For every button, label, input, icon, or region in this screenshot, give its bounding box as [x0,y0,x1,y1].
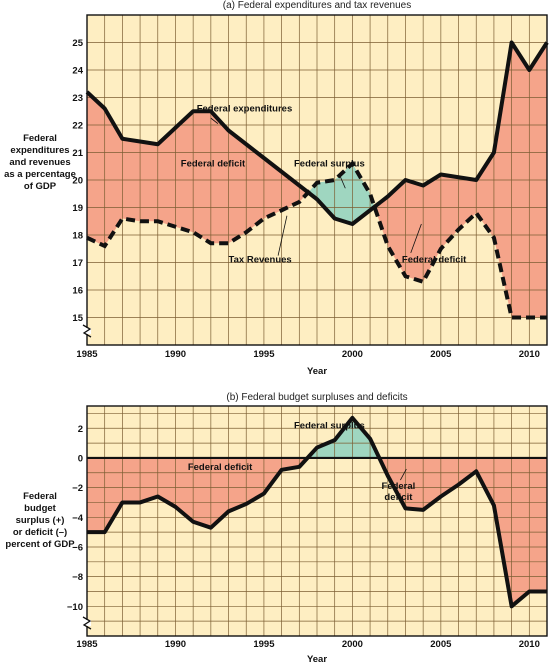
panel-a-annotation-pointer-revenues [277,215,288,256]
panel-a-annotation-label: Federal deficit [181,158,246,169]
panel-b-x-tick-label: 1985 [76,639,98,650]
panel-b-x-tick-label: 2005 [430,639,452,650]
panel-a-series-line-tax-revenues [86,160,547,320]
panel-b-annotation-label: Federal surplus [294,420,365,431]
panel-a-y-axis-label-line: as a percentage [4,169,76,180]
panel-a-x-tick-label: 1985 [76,349,98,360]
panel-a-y-tick-label: 24 [72,66,83,77]
panel-b-y-tick-label: −8 [72,572,83,583]
panel-b-series-line-federal-budget-surplus-or-deficit [87,415,547,609]
panel-b-surplus-area-1 [307,417,380,458]
panel-b-title: (b) Federal budget surpluses and deficit… [226,392,407,403]
panel-a-y-axis-label-line: Federal [23,133,57,144]
panel-a-y-tick-label: 19 [72,203,83,214]
panel-b-plot-border [86,405,548,637]
panel-b-x-tick-label: 1990 [165,639,186,650]
panel-a-x-tick-label: 2005 [430,349,452,360]
panel-b-y-tick-label: 2 [78,424,83,435]
panel-a-y-tick-label: 15 [72,313,83,324]
panel-b-annotation-pointer [400,468,407,481]
panel-a-y-tick-label: 22 [72,121,83,132]
panel-a-y-axis-label-line: of GDP [24,181,57,192]
panel-a-surplus-area-1 [308,163,375,224]
panel-a-annotation-pointer-deficit [410,223,422,254]
panel-b-y-tick-label: −4 [72,513,84,524]
panel-b-annotation-label: Federal [381,481,415,492]
panel-a-y-tick-label: 18 [72,231,83,242]
panel-a-annotation-pointer-surplus [339,175,346,189]
panel-a-y-axis-label-line: and revenues [9,157,70,168]
panel-b-y-tick-label: −6 [72,542,83,553]
panel-b-y-axis-label-line: Federal [23,491,57,502]
panel-b-annotation-label: deficit [384,492,413,503]
panel-b-y-tick-label: −2 [72,483,83,494]
panel-a-title: (a) Federal expenditures and tax revenue… [223,0,411,11]
panel-a-y-tick-label: 20 [72,176,83,187]
panel-b-deficit-area-0 [87,457,308,533]
panel-a-axis-break-icon [82,324,92,338]
panel-a-x-tick-label: 2010 [519,349,540,360]
panel-b-x-tick-label: 2010 [519,639,540,650]
panel-a-annotation-pointer-expenditures [210,117,219,124]
panel-b-y-tick-label: 0 [78,453,83,464]
panel-a-y-axis-label-line: expenditures [10,145,69,156]
panel-a-x-tick-label: 2000 [342,349,363,360]
panel-b-annotation-label: Federal deficit [188,462,253,473]
panel-a-x-axis-label: Year [307,366,327,377]
panel-b-y-axis-label-line: budget [24,503,56,514]
panel-b-y-tick-label: −10 [67,602,83,613]
panel-a-x-tick-label: 1995 [253,349,275,360]
panel-b-y-axis-label-line: or deficit (–) [13,527,67,538]
panel-a-annotation-label: Tax Revenues [229,255,292,266]
panel-a-x-tick-label: 1990 [165,349,186,360]
panel-a-y-tick-label: 25 [72,38,83,49]
panel-b-y-axis-label-line: surplus (+) [16,515,65,526]
panel-a-plot-border [86,14,548,346]
panel-a-series-line-federal-expenditures [85,40,549,226]
panel-b-deficit-area-2 [379,457,547,607]
panel-a-y-tick-label: 23 [72,93,83,104]
panel-a-annotation-label: Federal expenditures [197,103,293,114]
panel-a-annotation-label: Federal deficit [402,255,467,266]
panel-b-x-axis-label: Year [307,654,327,663]
panel-a-annotation-label: Federal surplus [294,158,365,169]
panel-b-y-axis-label-line: percent of GDP [5,539,75,550]
panel-a-y-tick-label: 17 [72,258,83,269]
panel-b-x-tick-label: 2000 [342,639,363,650]
panel-b-x-tick-label: 1995 [253,639,275,650]
panel-b-axis-break-icon [82,616,92,630]
panel-a-y-tick-label: 21 [72,148,83,159]
panel-a-y-tick-label: 16 [72,286,83,297]
